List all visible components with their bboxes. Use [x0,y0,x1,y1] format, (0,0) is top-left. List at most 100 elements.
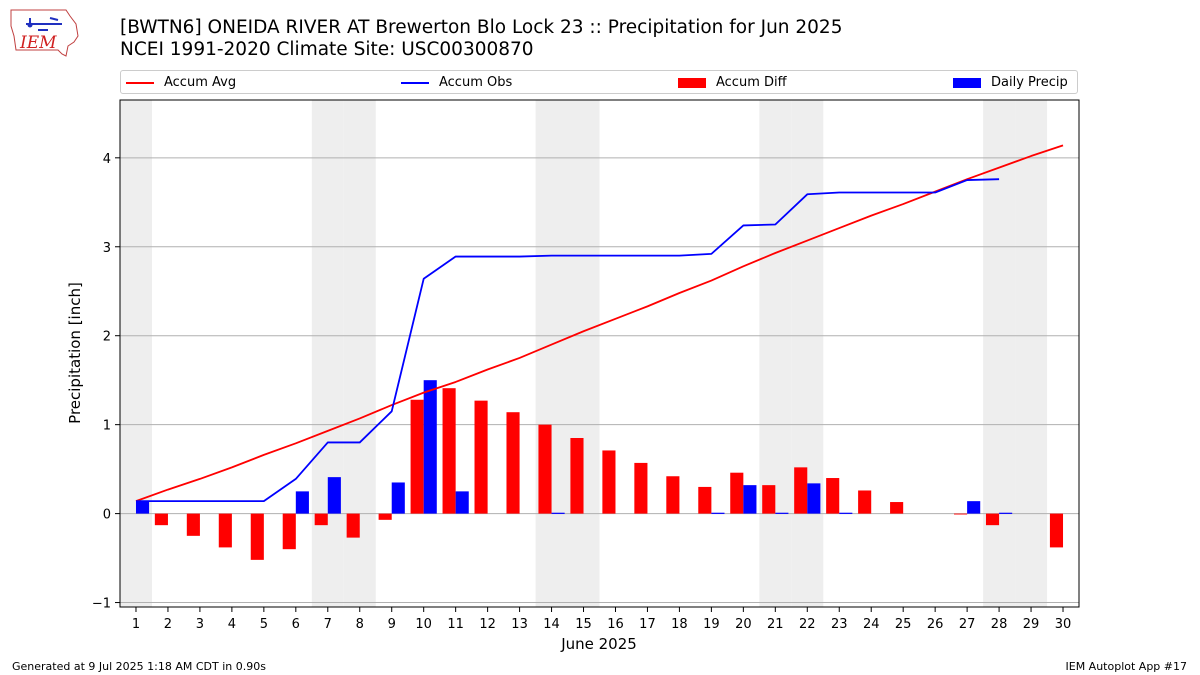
station-dot [27,22,33,28]
weekend-band-day-22 [791,100,824,607]
accum-diff-bar-day-9 [378,513,392,520]
accum-diff-bar-day-3 [186,513,200,536]
y-tick-label: 2 [103,330,111,345]
accum-diff-bar-day-10 [410,399,424,514]
legend: Accum Avg Accum Obs Accum Diff Daily Pre… [120,70,1078,94]
accum-diff-bar-day-16 [602,450,616,514]
series-lines [135,144,1064,503]
accum-diff-bar-day-4 [218,513,232,548]
daily-precip-bar-day-28 [999,512,1013,514]
daily-precip-bar-day-6 [295,491,309,514]
weekend-band-day-29 [1015,100,1048,607]
y-tick-label: 3 [103,241,111,256]
daily-precip-bar-day-1 [135,501,150,514]
legend-label-accum-diff: Accum Diff [716,75,787,90]
accum-diff-bar-day-8 [346,513,360,538]
legend-label-accum-avg: Accum Avg [164,75,237,90]
x-tick-label: 10 [415,617,432,632]
daily-precip-bar-day-11 [455,491,469,514]
x-tick-label: 2 [164,617,172,632]
daily-precip-bar-day-27 [967,501,981,514]
weekend-band-day-28 [983,100,1016,607]
x-tick-label: 28 [991,617,1008,632]
x-tick-label: 18 [671,617,688,632]
legend-item-daily-precip: Daily Precip [953,74,1068,91]
accum-diff-bar-day-22 [794,467,808,514]
accum-diff-bar-day-14 [538,424,552,514]
x-tick-label: 21 [767,617,784,632]
x-tick-label: 1 [132,617,140,632]
x-tick-label: 24 [863,617,880,632]
accum-avg-swatch [126,81,154,84]
accum-diff-swatch [678,77,706,88]
accum-diff-bar-day-15 [570,438,584,514]
daily-precip-swatch [953,77,981,88]
x-tick-label: 5 [260,617,268,632]
daily-precip-bar-day-14 [551,512,565,514]
x-tick-label: 9 [388,617,396,632]
daily-precip-bar-day-22 [807,483,821,514]
x-tick-label: 22 [799,617,816,632]
legend-label-daily-precip: Daily Precip [991,75,1068,90]
x-tick-label: 19 [703,617,720,632]
y-tick-label: 1 [103,419,111,434]
logo-text: IEM [19,33,57,53]
x-tick-label: 20 [735,617,752,632]
x-tick-label: 15 [575,617,592,632]
legend-item-accum-avg: Accum Avg [126,74,236,91]
weekend-band-day-7 [311,100,344,607]
chart-title: [BWTN6] ONEIDA RIVER AT Brewerton Blo Lo… [120,17,842,61]
y-tick-label: 0 [103,508,111,523]
x-tick-label: 14 [543,617,560,632]
daily-precip-bar-day-7 [327,477,341,514]
daily-precip-bar-day-23 [839,512,853,514]
x-tick-label: 8 [356,617,364,632]
accum-diff-bar-day-6 [282,513,296,550]
legend-label-accum-obs: Accum Obs [439,75,513,90]
footer-generated: Generated at 9 Jul 2025 1:18 AM CDT in 0… [12,660,266,673]
daily-precip-bar-day-10 [423,380,437,514]
plot-frame [119,99,1080,608]
daily-precip-bar-day-19 [711,512,725,514]
bars [135,380,1064,560]
iowa-outline [10,9,79,57]
accum-diff-bar-day-11 [442,388,456,514]
accum-diff-bar-day-24 [858,490,872,514]
x-tick-label: 29 [1023,617,1040,632]
accum-obs-swatch [401,81,429,84]
x-tick-label: 11 [447,617,464,632]
accum-diff-bar-day-18 [666,476,680,514]
accum-diff-bar-day-17 [634,462,648,514]
x-tick-label: 6 [292,617,300,632]
x-tick-label: 23 [831,617,848,632]
x-tick-label: 26 [927,617,944,632]
weekend-band-day-15 [567,100,600,607]
accum-diff-bar-day-30 [1049,513,1064,548]
x-tick-label: 16 [607,617,624,632]
weekend-shading [120,100,1048,607]
y-tick-label: 4 [103,152,111,167]
weather-station-glyph [26,17,62,31]
grid-lines [120,157,1079,604]
accum-diff-bar-day-5 [250,513,264,560]
weekend-band-day-14 [535,100,568,607]
accum-diff-bar-day-23 [826,478,840,514]
iem-logo: IEM [10,9,79,57]
footer-app: IEM Autoplot App #17 [1065,660,1188,673]
x-tick-label: 13 [511,617,528,632]
accum-obs-line [135,178,1000,503]
daily-precip-bar-day-20 [743,485,757,514]
x-tick-label: 4 [228,617,236,632]
accum-diff-bar-day-19 [698,486,712,514]
y-axis-label: Precipitation [inch] [66,282,84,424]
accum-diff-bar-day-27 [954,513,968,515]
x-tick-label: 25 [895,617,912,632]
x-tick-label: 7 [324,617,332,632]
x-tick-label: 17 [639,617,656,632]
title-line-2: NCEI 1991-2020 Climate Site: USC00300870 [120,39,534,60]
y-tick-label: −1 [92,597,111,612]
accum-avg-line [135,144,1064,502]
daily-precip-bar-day-21 [775,512,789,514]
